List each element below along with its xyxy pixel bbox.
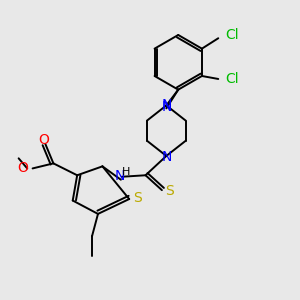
Text: H: H xyxy=(122,167,130,177)
Text: O: O xyxy=(38,133,49,147)
Text: S: S xyxy=(133,191,142,205)
Text: Cl: Cl xyxy=(226,28,239,42)
Text: Cl: Cl xyxy=(226,72,239,86)
Text: O: O xyxy=(18,161,28,175)
Text: N: N xyxy=(161,100,172,115)
Text: N: N xyxy=(115,169,125,183)
Text: N: N xyxy=(161,150,172,164)
Text: N: N xyxy=(161,98,172,112)
Text: S: S xyxy=(166,184,174,198)
